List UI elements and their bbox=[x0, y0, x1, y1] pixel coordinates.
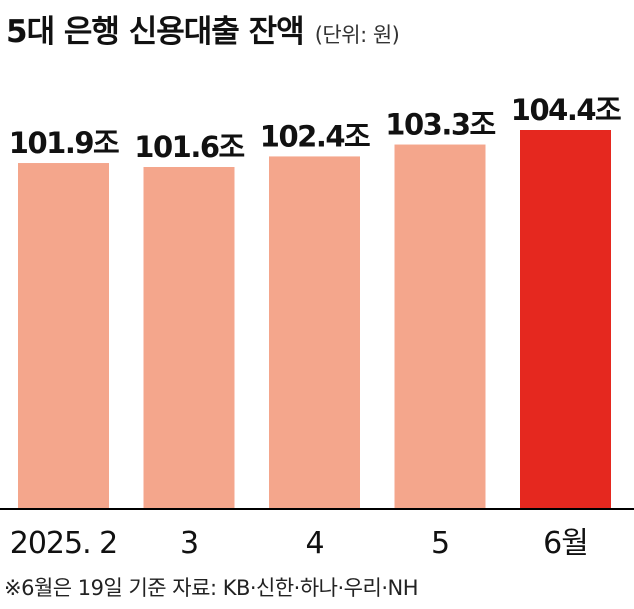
bar-5 bbox=[520, 130, 611, 509]
unit-label: (단위: 원) bbox=[314, 23, 400, 47]
bar-value-label: 101.9조 bbox=[9, 126, 119, 160]
category-label: 6월 bbox=[543, 526, 588, 561]
bar-chart: 101.9조 2025. 2 101.6조 3 102.4조 4 103.3조 5 104.4조… bbox=[0, 93, 634, 561]
chart-title: 5대 은행 신용대출 잔액 bbox=[6, 14, 305, 50]
category-label: 4 bbox=[305, 526, 323, 561]
footnote: ※6월은 19일 기준 자료: KB·신한·하나·우리·NH bbox=[4, 576, 419, 600]
chart-title-block: 5대 은행 신용대출 잔액 (단위: 원) bbox=[6, 6, 400, 51]
bar-value-label: 103.3조 bbox=[385, 108, 495, 142]
category-label: 2025. 2 bbox=[10, 526, 118, 561]
category-label: 3 bbox=[180, 526, 198, 561]
bar-4 bbox=[394, 144, 486, 510]
category-label: 5 bbox=[431, 526, 449, 561]
bar-1 bbox=[18, 163, 109, 510]
bar-value-label: 104.4조 bbox=[511, 93, 621, 127]
bar-3 bbox=[269, 156, 360, 509]
bar-value-label: 101.6조 bbox=[134, 130, 244, 164]
bar-value-label: 102.4조 bbox=[260, 119, 370, 153]
bar-2 bbox=[143, 167, 235, 509]
